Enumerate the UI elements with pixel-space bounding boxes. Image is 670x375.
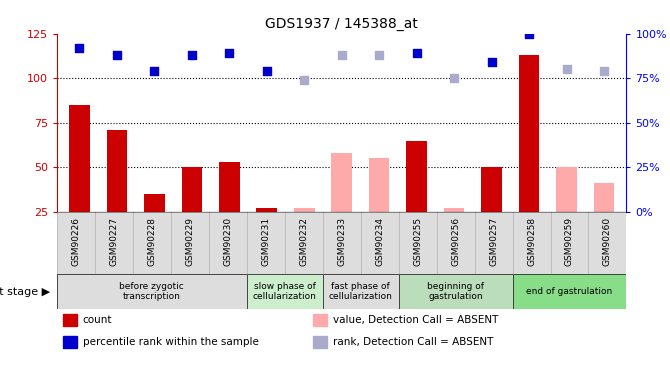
Bar [481, 167, 502, 212]
Bar [219, 162, 240, 212]
Text: end of gastrulation: end of gastrulation [527, 287, 612, 296]
Point [224, 50, 234, 56]
Bar [144, 194, 165, 212]
Bar [314, 314, 328, 326]
Point [524, 31, 535, 37]
Point [449, 75, 460, 81]
Bar [314, 336, 328, 348]
Point [336, 52, 347, 58]
Point [299, 77, 310, 83]
Point [598, 68, 609, 74]
Text: GSM90257: GSM90257 [489, 217, 498, 266]
Text: GSM90232: GSM90232 [299, 217, 308, 266]
Bar [63, 314, 77, 326]
Bar [406, 141, 427, 212]
Text: before zygotic
transcription: before zygotic transcription [119, 282, 184, 301]
Text: GSM90260: GSM90260 [603, 217, 612, 266]
Bar [69, 105, 90, 212]
Bar [556, 167, 577, 212]
Point [74, 45, 85, 51]
Bar [444, 209, 464, 212]
Point [561, 66, 572, 72]
Title: GDS1937 / 145388_at: GDS1937 / 145388_at [265, 17, 418, 32]
Text: GSM90234: GSM90234 [375, 217, 384, 266]
Text: GSM90229: GSM90229 [186, 217, 194, 266]
Text: rank, Detection Call = ABSENT: rank, Detection Call = ABSENT [333, 337, 494, 347]
Text: GSM90230: GSM90230 [223, 217, 232, 266]
Bar [369, 158, 389, 212]
Text: fast phase of
cellularization: fast phase of cellularization [329, 282, 393, 301]
Text: GSM90255: GSM90255 [413, 217, 422, 266]
Bar [257, 209, 277, 212]
Text: GSM90258: GSM90258 [527, 217, 536, 266]
Point [186, 52, 197, 58]
Text: count: count [82, 315, 112, 325]
Text: GSM90233: GSM90233 [337, 217, 346, 266]
Text: value, Detection Call = ABSENT: value, Detection Call = ABSENT [333, 315, 498, 325]
Point [411, 50, 422, 56]
Bar [294, 209, 314, 212]
Bar [63, 336, 77, 348]
Bar [332, 153, 352, 212]
Point [111, 52, 122, 58]
Point [149, 68, 159, 74]
Text: GSM90231: GSM90231 [261, 217, 270, 266]
Bar [519, 55, 539, 212]
Point [374, 52, 385, 58]
Bar [182, 167, 202, 212]
Text: slow phase of
cellularization: slow phase of cellularization [253, 282, 317, 301]
Bar [594, 183, 614, 212]
Point [261, 68, 272, 74]
Text: beginning of
gastrulation: beginning of gastrulation [427, 282, 484, 301]
Text: GSM90226: GSM90226 [72, 217, 80, 266]
Bar [107, 130, 127, 212]
Text: development stage ▶: development stage ▶ [0, 286, 50, 297]
Point [486, 59, 497, 65]
Text: percentile rank within the sample: percentile rank within the sample [82, 337, 259, 347]
Text: GSM90259: GSM90259 [565, 217, 574, 266]
Text: GSM90256: GSM90256 [451, 217, 460, 266]
Text: GSM90227: GSM90227 [109, 217, 119, 266]
Text: GSM90228: GSM90228 [147, 217, 156, 266]
